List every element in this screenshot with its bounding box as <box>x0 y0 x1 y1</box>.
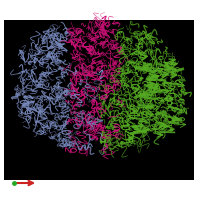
Bar <box>4 20 194 180</box>
